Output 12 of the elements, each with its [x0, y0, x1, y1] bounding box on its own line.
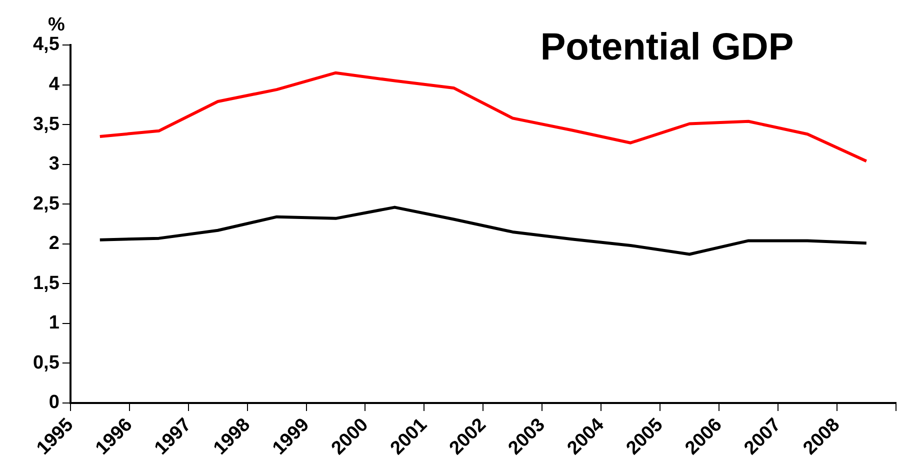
y-tick-label: 0 [48, 392, 60, 414]
y-tick-label: 0,5 [32, 352, 60, 374]
y-tick-label: 4 [48, 74, 60, 96]
y-tick-label: 2 [48, 233, 60, 254]
y-axis-title: % [48, 14, 65, 36]
y-tick-label: 2,5 [32, 193, 60, 214]
chart-title: Potential GDP [540, 26, 794, 68]
y-tick-label: 3,5 [32, 114, 60, 135]
y-tick-label: 1 [48, 312, 60, 334]
y-tick-label: 1,5 [32, 272, 60, 294]
y-tick-label: 3 [48, 154, 60, 175]
y-tick-label: 4,5 [32, 34, 60, 56]
